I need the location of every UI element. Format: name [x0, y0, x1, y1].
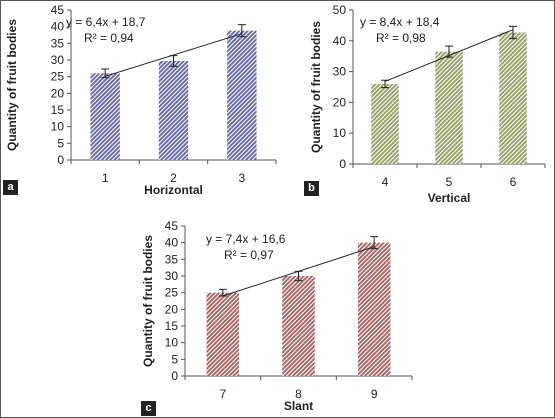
trendline-r2-c: R² = 0,97 — [224, 248, 274, 262]
bar-b-6 — [499, 32, 527, 164]
x-axis-title-c: Slant — [284, 399, 313, 413]
error-bar-c-9 — [370, 236, 379, 250]
x-tick-label-b: 4 — [382, 175, 389, 189]
y-tick-label-a: 25 — [51, 70, 65, 84]
y-tick-label-c: 5 — [171, 352, 178, 366]
panel-label-a: a — [3, 180, 18, 195]
y-tick-label-c: 10 — [165, 336, 179, 350]
y-tick-label-a: 15 — [51, 103, 65, 117]
y-axis-title-a: Quantity of fruit bodies — [5, 19, 19, 151]
y-tick-label-c: 0 — [171, 369, 178, 383]
y-tick-label-c: 40 — [165, 236, 179, 250]
bar-a-3 — [227, 30, 257, 160]
y-tick-label-b: 10 — [333, 126, 347, 140]
y-tick-label-a: 0 — [57, 153, 64, 167]
y-tick-label-a: 10 — [51, 120, 65, 134]
x-tick-label-a: 3 — [238, 171, 245, 185]
y-tick-label-c: 30 — [165, 269, 179, 283]
bar-c-7 — [206, 292, 240, 376]
trendline-c — [222, 246, 375, 297]
y-tick-label-a: 45 — [51, 3, 65, 17]
x-tick-label-a: 2 — [170, 171, 177, 185]
x-tick-label-c: 7 — [219, 387, 226, 401]
chart-panel-b: 0 10 20 30 40 50 4 5 6 y = 8,4x + 18,4 R² = 0,98 Qu… — [304, 3, 548, 206]
y-tick-label-b: 30 — [333, 65, 347, 79]
panel-label-c: c — [141, 401, 156, 416]
chart-panel-a: 0 5 10 15 20 25 30 35 40 45 1 2 3 y = 6,4x + 18,7 R² =… — [3, 3, 277, 206]
x-axis-title-b: Vertical — [428, 191, 471, 205]
y-tick-label-b: 50 — [333, 3, 347, 17]
chart-b-svg: 0 10 20 30 40 50 4 5 6 y = 8,4x + 18,4 R² = 0,98 Qu… — [309, 3, 546, 205]
trendline-equation-b: y = 8,4x + 18,4 — [360, 15, 440, 29]
trendline-r2-a: R² = 0,94 — [84, 31, 134, 45]
x-tick-label-c: 9 — [371, 387, 378, 401]
chart-panel-c: 0 5 10 15 20 25 30 35 40 45 7 8 9 y = 7,4x + 16,6 R² =… — [140, 219, 415, 418]
trendline-equation-c: y = 7,4x + 16,6 — [206, 232, 286, 246]
y-tick-label-a: 40 — [51, 20, 65, 34]
y-tick-label-a: 20 — [51, 86, 65, 100]
error-bar-a-3 — [237, 24, 246, 38]
y-tick-label-a: 5 — [57, 136, 64, 150]
y-tick-label-c: 35 — [165, 252, 179, 266]
trendline-a — [105, 33, 242, 77]
y-tick-label-c: 45 — [165, 219, 179, 233]
x-axis-title-a: Horizontal — [144, 183, 203, 197]
y-tick-label-c: 15 — [165, 319, 179, 333]
y-axis-title-b: Quantity of fruit bodies — [309, 21, 323, 153]
y-tick-label-b: 20 — [333, 95, 347, 109]
y-tick-label-a: 35 — [51, 36, 65, 50]
bar-c-8 — [282, 276, 315, 376]
bar-c-9 — [357, 242, 391, 376]
y-tick-label-b: 0 — [339, 157, 346, 171]
bar-b-5 — [435, 51, 463, 164]
bar-a-2 — [158, 61, 189, 160]
y-tick-label-b: 40 — [333, 34, 347, 48]
x-tick-label-a: 1 — [102, 171, 109, 185]
x-tick-label-c: 8 — [295, 387, 302, 401]
trendline-r2-b: R² = 0,98 — [376, 31, 426, 45]
trendline-equation-a: y = 6,4x + 18,7 — [66, 15, 146, 29]
panel-label-b: b — [304, 181, 319, 196]
trendline-b — [384, 29, 514, 82]
bar-b-4 — [371, 83, 399, 164]
y-tick-label-a: 30 — [51, 53, 65, 67]
chart-c-svg: 0 5 10 15 20 25 30 35 40 45 7 8 9 y = 7,4x + 16,6 R² =… — [141, 219, 413, 413]
chart-a-svg: 0 5 10 15 20 25 30 35 40 45 1 2 3 y = 6,4x + 18,7 R² =… — [5, 3, 277, 197]
y-tick-label-c: 20 — [165, 302, 179, 316]
y-tick-label-c: 25 — [165, 286, 179, 300]
y-axis-title-c: Quantity of fruit bodies — [141, 235, 155, 367]
x-tick-label-b: 6 — [510, 175, 517, 189]
bar-a-1 — [90, 73, 120, 160]
error-bar-b-6 — [509, 25, 517, 40]
x-tick-label-b: 5 — [446, 175, 453, 189]
